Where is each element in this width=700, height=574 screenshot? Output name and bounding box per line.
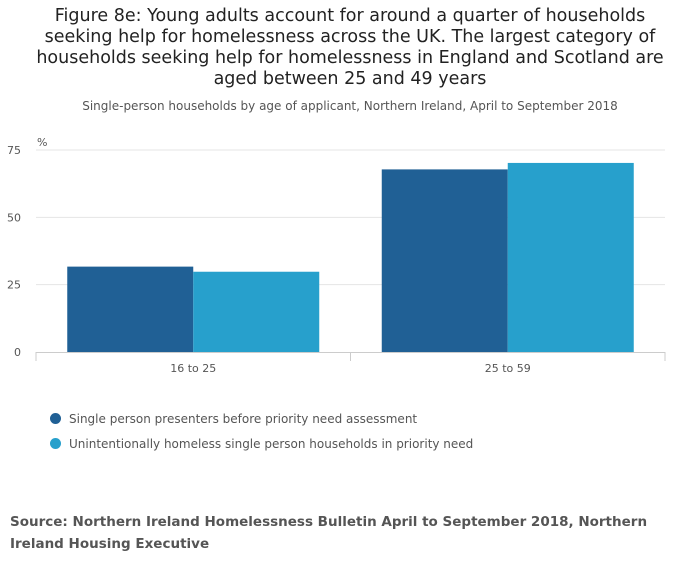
bar-chart: 0 25 50 75% 16 to 25 25 to 59 xyxy=(7,136,666,375)
x-tick-label: 16 to 25 xyxy=(170,362,216,375)
legend-label-series-2: Unintentionally homeless single person h… xyxy=(69,436,474,451)
bars xyxy=(67,162,634,352)
x-tick-label: 25 to 59 xyxy=(485,362,531,375)
y-tick-label: 0 xyxy=(14,346,21,359)
y-axis-label: % xyxy=(37,136,47,149)
bar-series-1-16-to-25 xyxy=(67,266,194,352)
chart-subtitle: Single-person households by age of appli… xyxy=(82,99,618,113)
legend: Single person presenters before priority… xyxy=(50,406,473,456)
y-tick-label: 50 xyxy=(7,211,21,224)
legend-item-series-1: Single person presenters before priority… xyxy=(50,406,473,431)
chart-title: Figure 8e: Young adults account for arou… xyxy=(36,6,664,89)
legend-swatch-series-2 xyxy=(50,438,61,449)
bar-series-2-25-to-59 xyxy=(507,162,634,352)
bar-series-2-16-to-25 xyxy=(193,271,320,352)
y-tick-label: 25 xyxy=(7,279,21,292)
legend-swatch-series-1 xyxy=(50,413,61,424)
source-note: Source: Northern Ireland Homelessness Bu… xyxy=(10,514,648,552)
legend-item-series-2: Unintentionally homeless single person h… xyxy=(50,431,473,456)
y-tick-label: 75 xyxy=(7,144,21,157)
axes: 0 25 50 75% 16 to 25 25 to 59 xyxy=(7,136,666,375)
legend-label-series-1: Single person presenters before priority… xyxy=(69,411,418,426)
bar-series-1-25-to-59 xyxy=(381,169,508,352)
